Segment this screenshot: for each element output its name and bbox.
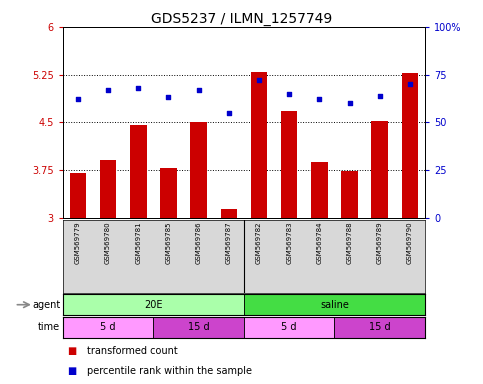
Text: GSM569781: GSM569781: [135, 222, 141, 265]
Text: 15 d: 15 d: [369, 322, 391, 333]
Point: [255, 77, 263, 83]
Text: 15 d: 15 d: [188, 322, 210, 333]
Text: 5 d: 5 d: [282, 322, 297, 333]
Text: GDS5237 / ILMN_1257749: GDS5237 / ILMN_1257749: [151, 12, 332, 25]
Text: GSM569784: GSM569784: [316, 222, 322, 264]
Bar: [100, 161, 116, 218]
Bar: [160, 168, 177, 218]
Point: [165, 94, 172, 101]
Bar: [190, 122, 207, 218]
Bar: [281, 111, 298, 218]
Bar: [371, 121, 388, 218]
Point: [134, 85, 142, 91]
Text: GSM569788: GSM569788: [347, 222, 353, 265]
Point: [406, 81, 414, 87]
Bar: [154, 317, 244, 338]
Text: GSM569787: GSM569787: [226, 222, 232, 265]
Text: transformed count: transformed count: [87, 346, 178, 356]
Text: GSM569779: GSM569779: [75, 222, 81, 265]
Bar: [311, 162, 327, 218]
Bar: [70, 173, 86, 218]
Point: [74, 96, 82, 103]
Text: GSM569785: GSM569785: [166, 222, 171, 264]
Bar: [63, 294, 244, 315]
Text: time: time: [38, 322, 60, 333]
Bar: [402, 73, 418, 218]
Bar: [130, 126, 146, 218]
Bar: [251, 72, 267, 218]
Bar: [244, 317, 334, 338]
Point: [315, 96, 323, 103]
Text: GSM569782: GSM569782: [256, 222, 262, 264]
Text: GSM569789: GSM569789: [377, 222, 383, 265]
Text: 20E: 20E: [144, 300, 163, 310]
Point: [195, 87, 202, 93]
Text: ■: ■: [68, 366, 77, 376]
Bar: [335, 317, 425, 338]
Text: GSM569783: GSM569783: [286, 222, 292, 265]
Point: [225, 110, 233, 116]
Point: [104, 87, 112, 93]
Text: saline: saline: [320, 300, 349, 310]
Bar: [341, 170, 358, 218]
Text: 5 d: 5 d: [100, 322, 116, 333]
Text: GSM569786: GSM569786: [196, 222, 201, 265]
Text: GSM569790: GSM569790: [407, 222, 413, 265]
Text: percentile rank within the sample: percentile rank within the sample: [87, 366, 252, 376]
Point: [346, 100, 354, 106]
Text: GSM569780: GSM569780: [105, 222, 111, 265]
Text: ■: ■: [68, 346, 77, 356]
Bar: [221, 209, 237, 218]
Point: [376, 93, 384, 99]
Point: [285, 91, 293, 97]
Bar: [63, 317, 154, 338]
Text: agent: agent: [32, 300, 60, 310]
Bar: [244, 294, 425, 315]
